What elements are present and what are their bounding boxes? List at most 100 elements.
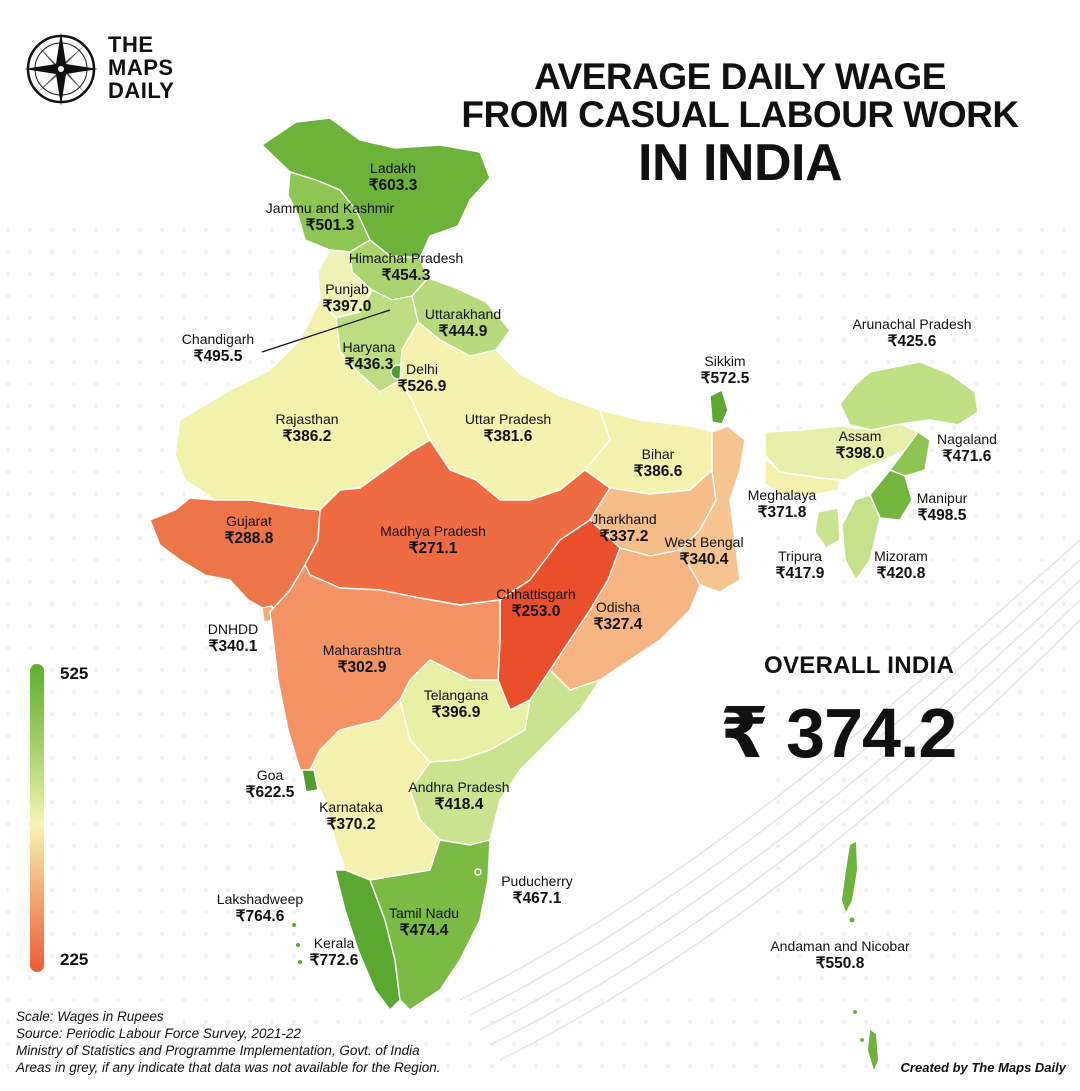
- region-label: Maharashtra ₹302.9: [323, 642, 402, 677]
- region-name: Puducherry: [501, 873, 573, 889]
- region-label: Odisha ₹327.4: [594, 599, 643, 634]
- region-name: Uttarakhand: [424, 306, 502, 322]
- region-wage-value: ₹495.5: [193, 348, 243, 365]
- region-odisha: [549, 547, 701, 691]
- footer-credit: Created by The Maps Daily: [900, 1060, 1066, 1075]
- region-andhra-pradesh: [409, 669, 601, 846]
- region-wage-value: ₹420.8: [876, 565, 926, 582]
- region-wage-value: ₹288.8: [224, 530, 274, 547]
- region-label: Telangana ₹396.9: [424, 687, 489, 722]
- region-wage-value: ₹526.9: [397, 378, 447, 395]
- region-wage-value: ₹764.6: [235, 908, 285, 925]
- region-name: Gujarat: [226, 513, 272, 529]
- brand-name: THE MAPS DAILY: [108, 33, 174, 102]
- region-wage-value: ₹572.5: [700, 370, 750, 387]
- region-label: Meghalaya ₹371.8: [748, 487, 817, 522]
- region-wage-value: ₹454.3: [381, 267, 431, 284]
- region-tripura: [814, 507, 841, 549]
- region-label: Punjab ₹397.0: [323, 281, 372, 316]
- title-line-3: IN INDIA: [638, 134, 843, 192]
- region-label: West Bengal ₹340.4: [664, 534, 743, 569]
- region-name: Chandigarh: [181, 331, 255, 347]
- region-wage-value: ₹370.2: [326, 816, 376, 833]
- region-name: Lakshadweep: [216, 891, 304, 907]
- region-label: Madhya Pradesh ₹271.1: [380, 523, 486, 558]
- region-label: Jammu and Kashmir ₹501.3: [266, 200, 394, 235]
- region-name: Jharkhand: [591, 511, 657, 527]
- region-wage-value: ₹386.6: [633, 463, 683, 480]
- region-label: Andhra Pradesh ₹418.4: [408, 779, 509, 814]
- brand-line-1: THE: [108, 32, 154, 57]
- region-sikkim: [709, 389, 729, 425]
- region-name: Haryana: [342, 339, 396, 355]
- title-line-2: FROM CASUAL LABOUR WORK: [461, 94, 1019, 135]
- region-label: Ladakh ₹603.3: [369, 160, 418, 195]
- color-legend: 525 225: [24, 664, 104, 980]
- region-wage-value: ₹498.5: [917, 507, 967, 524]
- region-name: Chhattisgarh: [496, 586, 576, 602]
- region-arunachal-pradesh: [839, 361, 979, 431]
- region-wage-value: ₹327.4: [593, 616, 643, 633]
- region-wage-value: ₹337.2: [599, 528, 649, 545]
- region-wage-value: ₹444.9: [438, 323, 488, 340]
- region-name: Meghalaya: [747, 487, 817, 503]
- region-label: Tripura ₹417.9: [776, 548, 825, 583]
- region-name: DNHDD: [207, 621, 259, 637]
- region-label: Haryana ₹436.3: [343, 339, 396, 374]
- region-name: Arunachal Pradesh: [852, 316, 972, 332]
- region-wage-value: ₹622.5: [245, 784, 295, 801]
- compass-icon: [24, 32, 98, 106]
- region-gujarat: [149, 497, 321, 613]
- region-west-bengal: [679, 425, 746, 593]
- region-wage-value: ₹603.3: [368, 177, 418, 194]
- region-label: Manipur ₹498.5: [917, 490, 968, 525]
- region-wage-value: ₹371.8: [757, 504, 807, 521]
- region-label: DNHDD ₹340.1: [208, 621, 259, 656]
- region-tamil-nadu: [369, 839, 491, 1011]
- region-name: Manipur: [916, 490, 968, 506]
- region-name: Andhra Pradesh: [408, 779, 510, 795]
- region-wage-value: ₹398.0: [835, 445, 885, 462]
- region-label: Andaman and Nicobar ₹550.8: [770, 938, 909, 973]
- region-label: Uttarakhand ₹444.9: [425, 306, 501, 341]
- region-name: Maharashtra: [322, 642, 402, 658]
- region-label: Chhattisgarh ₹253.0: [496, 586, 575, 621]
- region-name: Odisha: [595, 599, 641, 615]
- region-name: Goa: [256, 767, 284, 783]
- region-wage-value: ₹474.4: [399, 922, 449, 939]
- region-name: Tamil Nadu: [388, 905, 460, 921]
- region-label: Goa ₹622.5: [246, 767, 295, 802]
- region-label: Kerala ₹772.6: [310, 935, 359, 970]
- region-label: Mizoram ₹420.8: [874, 548, 928, 583]
- footer-notes: Scale: Wages in Rupees Source: Periodic …: [16, 1008, 441, 1076]
- region-label: Chandigarh ₹495.5: [182, 331, 254, 366]
- region-wage-value: ₹471.6: [942, 448, 992, 465]
- region-label: Bihar ₹386.6: [634, 446, 683, 481]
- legend-gradient-bar: [30, 664, 44, 972]
- footer-scale: Scale: Wages in Rupees: [16, 1009, 164, 1024]
- region-wage-value: ₹436.3: [344, 356, 394, 373]
- title-line-1: AVERAGE DAILY WAGE: [534, 56, 946, 97]
- footer-source: Source: Periodic Labour Force Survey, 20…: [16, 1026, 301, 1041]
- brand-logo: THE MAPS DAILY: [22, 30, 202, 110]
- page-title: AVERAGE DAILY WAGE FROM CASUAL LABOUR WO…: [430, 56, 1050, 193]
- decorative-curves: [459, 539, 1080, 1061]
- brand-line-2: MAPS: [108, 55, 174, 80]
- region-name: Mizoram: [874, 548, 928, 564]
- region-label: Assam ₹398.0: [836, 428, 885, 463]
- footer-ministry: Ministry of Statistics and Programme Imp…: [16, 1043, 420, 1058]
- region-name: Himachal Pradesh: [348, 250, 464, 266]
- region-wage-value: ₹271.1: [408, 540, 458, 557]
- region-label: Delhi ₹526.9: [398, 361, 447, 396]
- region-name: Sikkim: [704, 353, 746, 369]
- region-wage-value: ₹397.0: [322, 298, 372, 315]
- region-label: Arunachal Pradesh ₹425.6: [852, 316, 971, 351]
- region-label: Rajasthan ₹386.2: [275, 411, 338, 446]
- legend-max-label: 525: [60, 664, 89, 683]
- region-name: Tripura: [778, 548, 822, 564]
- region-name: Delhi: [406, 361, 438, 377]
- region-wage-value: ₹381.6: [483, 428, 533, 445]
- region-label: Tamil Nadu ₹474.4: [389, 905, 459, 940]
- region-name: Madhya Pradesh: [380, 523, 486, 539]
- legend-min-label: 225: [60, 950, 89, 969]
